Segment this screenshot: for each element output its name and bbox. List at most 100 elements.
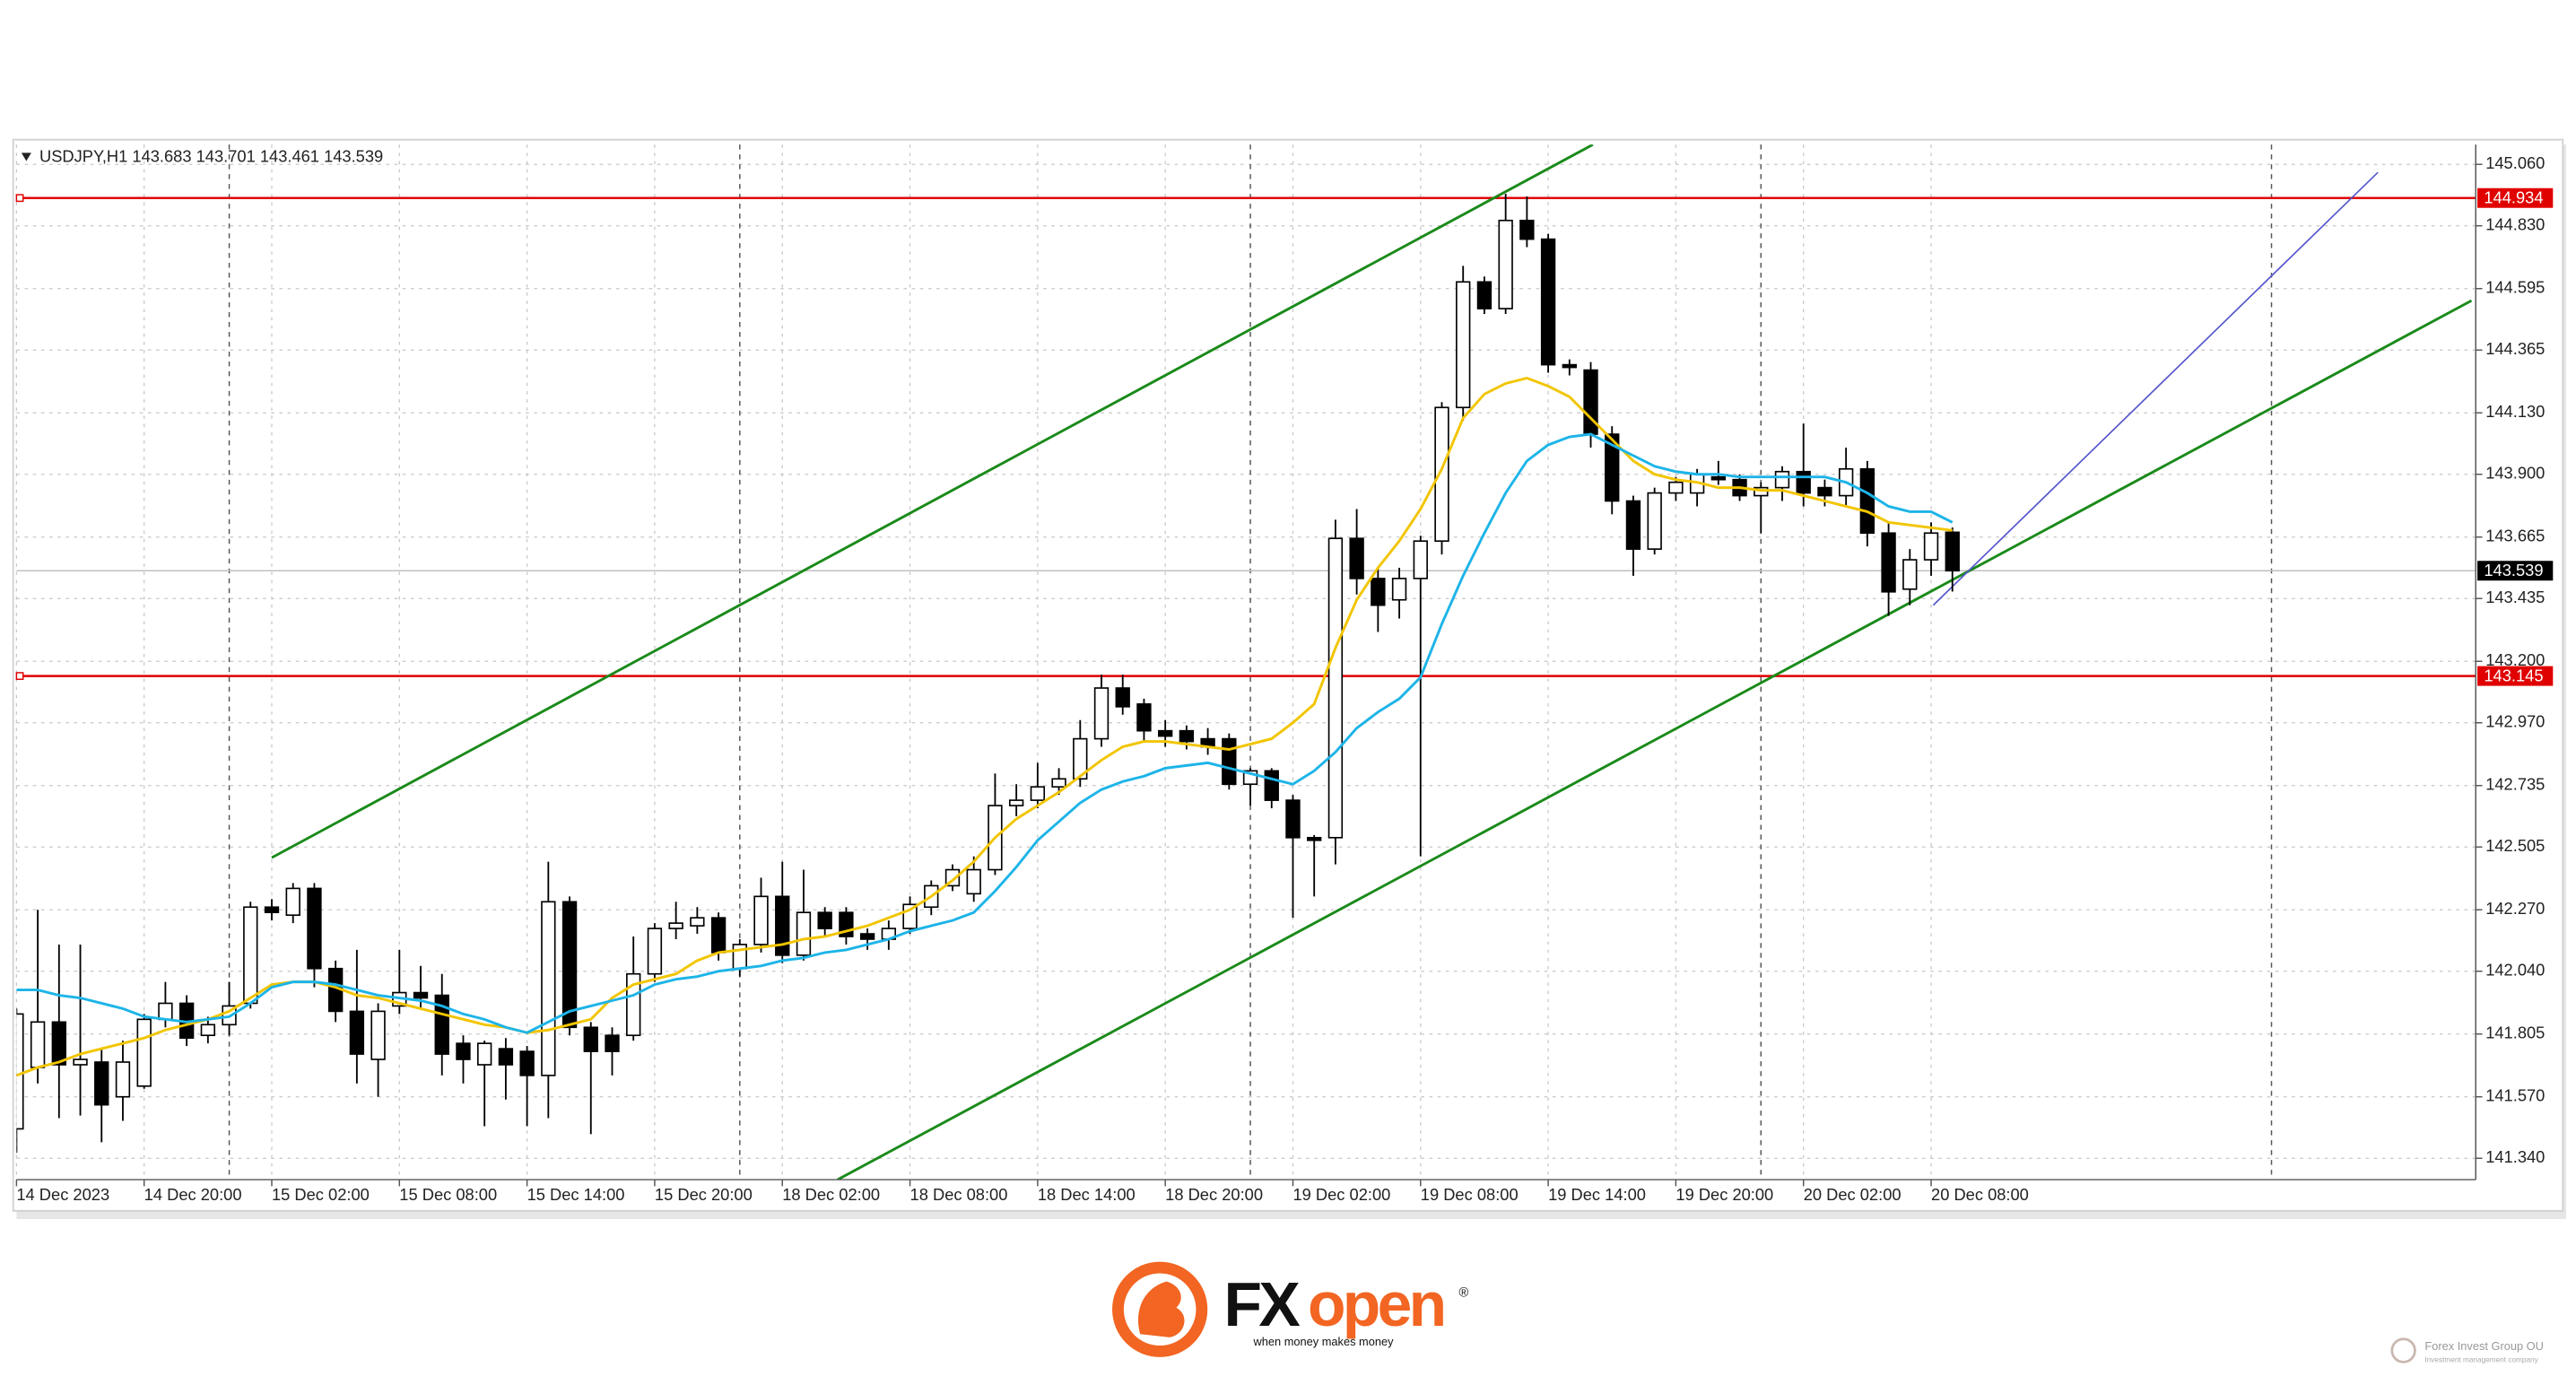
current-price-bg bbox=[2477, 561, 2554, 581]
candle-body bbox=[264, 906, 280, 914]
candle-body bbox=[307, 887, 322, 970]
x-tick-label: 19 Dec 14:00 bbox=[1548, 1185, 1646, 1204]
candle-body bbox=[1222, 737, 1237, 786]
candle-body bbox=[73, 1058, 88, 1066]
candle-body bbox=[1030, 786, 1046, 801]
brand-open: open bbox=[1308, 1269, 1444, 1339]
candle-body bbox=[775, 895, 790, 956]
x-tick-label: 14 Dec 2023 bbox=[16, 1185, 109, 1204]
y-tick-label: 142.970 bbox=[2485, 712, 2545, 731]
candle-body bbox=[1605, 433, 1620, 502]
candle-body bbox=[1647, 492, 1662, 550]
candle-body bbox=[859, 933, 875, 940]
candle-body bbox=[243, 906, 258, 1005]
y-tick-label: 142.040 bbox=[2485, 961, 2545, 980]
candle-body bbox=[1371, 578, 1386, 606]
candle-body bbox=[1051, 778, 1066, 788]
candle-body bbox=[30, 1021, 46, 1068]
candle-body bbox=[1179, 729, 1195, 743]
candle-body bbox=[1774, 470, 1790, 489]
candle-body bbox=[200, 1024, 216, 1037]
candle-body bbox=[966, 868, 981, 895]
candle-body bbox=[498, 1048, 514, 1066]
candle-body bbox=[1923, 532, 1939, 561]
candle-body bbox=[115, 1061, 131, 1098]
axes: 145.060 144.830 144.595 144.365 144.130 143.9… bbox=[15, 153, 2554, 1204]
x-tick-label: 18 Dec 08:00 bbox=[910, 1185, 1008, 1204]
candle-body bbox=[583, 1026, 598, 1052]
candle-body bbox=[1754, 486, 1769, 497]
candle-body bbox=[753, 895, 769, 945]
x-tick-label: 20 Dec 08:00 bbox=[1931, 1185, 2029, 1204]
candle-body bbox=[1391, 578, 1407, 601]
candle-body bbox=[1434, 406, 1449, 543]
x-tick-label: 18 Dec 02:00 bbox=[782, 1185, 880, 1204]
x-tick-label: 15 Dec 08:00 bbox=[399, 1185, 497, 1204]
candle-body bbox=[626, 972, 641, 1037]
candle-body bbox=[1093, 687, 1110, 740]
y-tick-label: 143.200 bbox=[2485, 650, 2545, 669]
grid bbox=[15, 144, 2476, 1180]
x-tick-label: 14 Dec 20:00 bbox=[144, 1185, 242, 1204]
candle-body bbox=[1540, 238, 1556, 366]
plot-area bbox=[16, 144, 2476, 1180]
company-icon bbox=[2390, 1337, 2416, 1363]
tagline: when money makes money bbox=[1253, 1335, 1395, 1348]
candle-body bbox=[1859, 467, 1875, 535]
brand-registered: ® bbox=[1458, 1285, 1468, 1300]
candle-body bbox=[1796, 470, 1811, 494]
candle-body bbox=[1008, 799, 1024, 806]
level-label-bg bbox=[2477, 187, 2554, 208]
trend-line bbox=[1932, 171, 2379, 606]
candle-body bbox=[413, 991, 429, 999]
candle-body bbox=[1264, 770, 1279, 801]
candle-body bbox=[434, 994, 449, 1055]
x-tick-label: 18 Dec 20:00 bbox=[1165, 1185, 1263, 1204]
candle-body bbox=[817, 911, 832, 929]
level-marker bbox=[15, 194, 24, 203]
x-tick-label: 20 Dec 02:00 bbox=[1804, 1185, 1902, 1204]
candle-body bbox=[1519, 219, 1535, 240]
candle-body bbox=[1817, 486, 1832, 497]
candle-body bbox=[1498, 219, 1513, 309]
level-label: 144.934 bbox=[2484, 188, 2543, 207]
moving-average bbox=[16, 432, 1954, 1034]
candle-body bbox=[668, 922, 683, 929]
candle-body bbox=[1073, 737, 1088, 780]
x-tick-label: 18 Dec 14:00 bbox=[1038, 1185, 1136, 1204]
candle-body bbox=[158, 1002, 173, 1021]
candle-body bbox=[1625, 500, 1641, 550]
candle-body bbox=[519, 1050, 535, 1076]
candle-body bbox=[1349, 537, 1364, 579]
candle-body bbox=[690, 917, 705, 927]
company-name: Forex Invest Group OU bbox=[2424, 1339, 2543, 1353]
logo-lion bbox=[1137, 1281, 1185, 1337]
candle-body bbox=[1562, 363, 1577, 369]
candle-body bbox=[1115, 687, 1130, 708]
candle-body bbox=[796, 911, 812, 956]
candle-body bbox=[16, 1013, 24, 1130]
candle-body bbox=[1902, 559, 1918, 590]
candle-body bbox=[370, 1010, 386, 1060]
y-tick-label: 141.570 bbox=[2485, 1086, 2545, 1105]
level-label: 143.145 bbox=[2484, 666, 2543, 684]
candle-body bbox=[541, 901, 556, 1076]
candle-body bbox=[1881, 532, 1896, 593]
candle-body bbox=[1710, 475, 1727, 481]
candle-body bbox=[710, 917, 727, 954]
y-tick-label: 144.595 bbox=[2485, 278, 2545, 297]
y-tick-label: 143.900 bbox=[2485, 464, 2545, 483]
current-price-label: 143.539 bbox=[2484, 561, 2543, 579]
candle-body bbox=[477, 1042, 492, 1066]
footer-logo: FX open ® when money makes money Forex I… bbox=[1112, 1261, 2544, 1364]
brand-fx: FX bbox=[1224, 1269, 1301, 1339]
candle-body bbox=[456, 1042, 471, 1060]
candle-body bbox=[1136, 703, 1152, 732]
candle-body bbox=[1456, 281, 1471, 409]
moving-average bbox=[16, 376, 1953, 1077]
trend-line bbox=[837, 299, 2473, 1180]
y-tick-label: 142.735 bbox=[2485, 775, 2545, 794]
candle-body bbox=[136, 1018, 152, 1087]
candle-body bbox=[561, 901, 578, 1029]
